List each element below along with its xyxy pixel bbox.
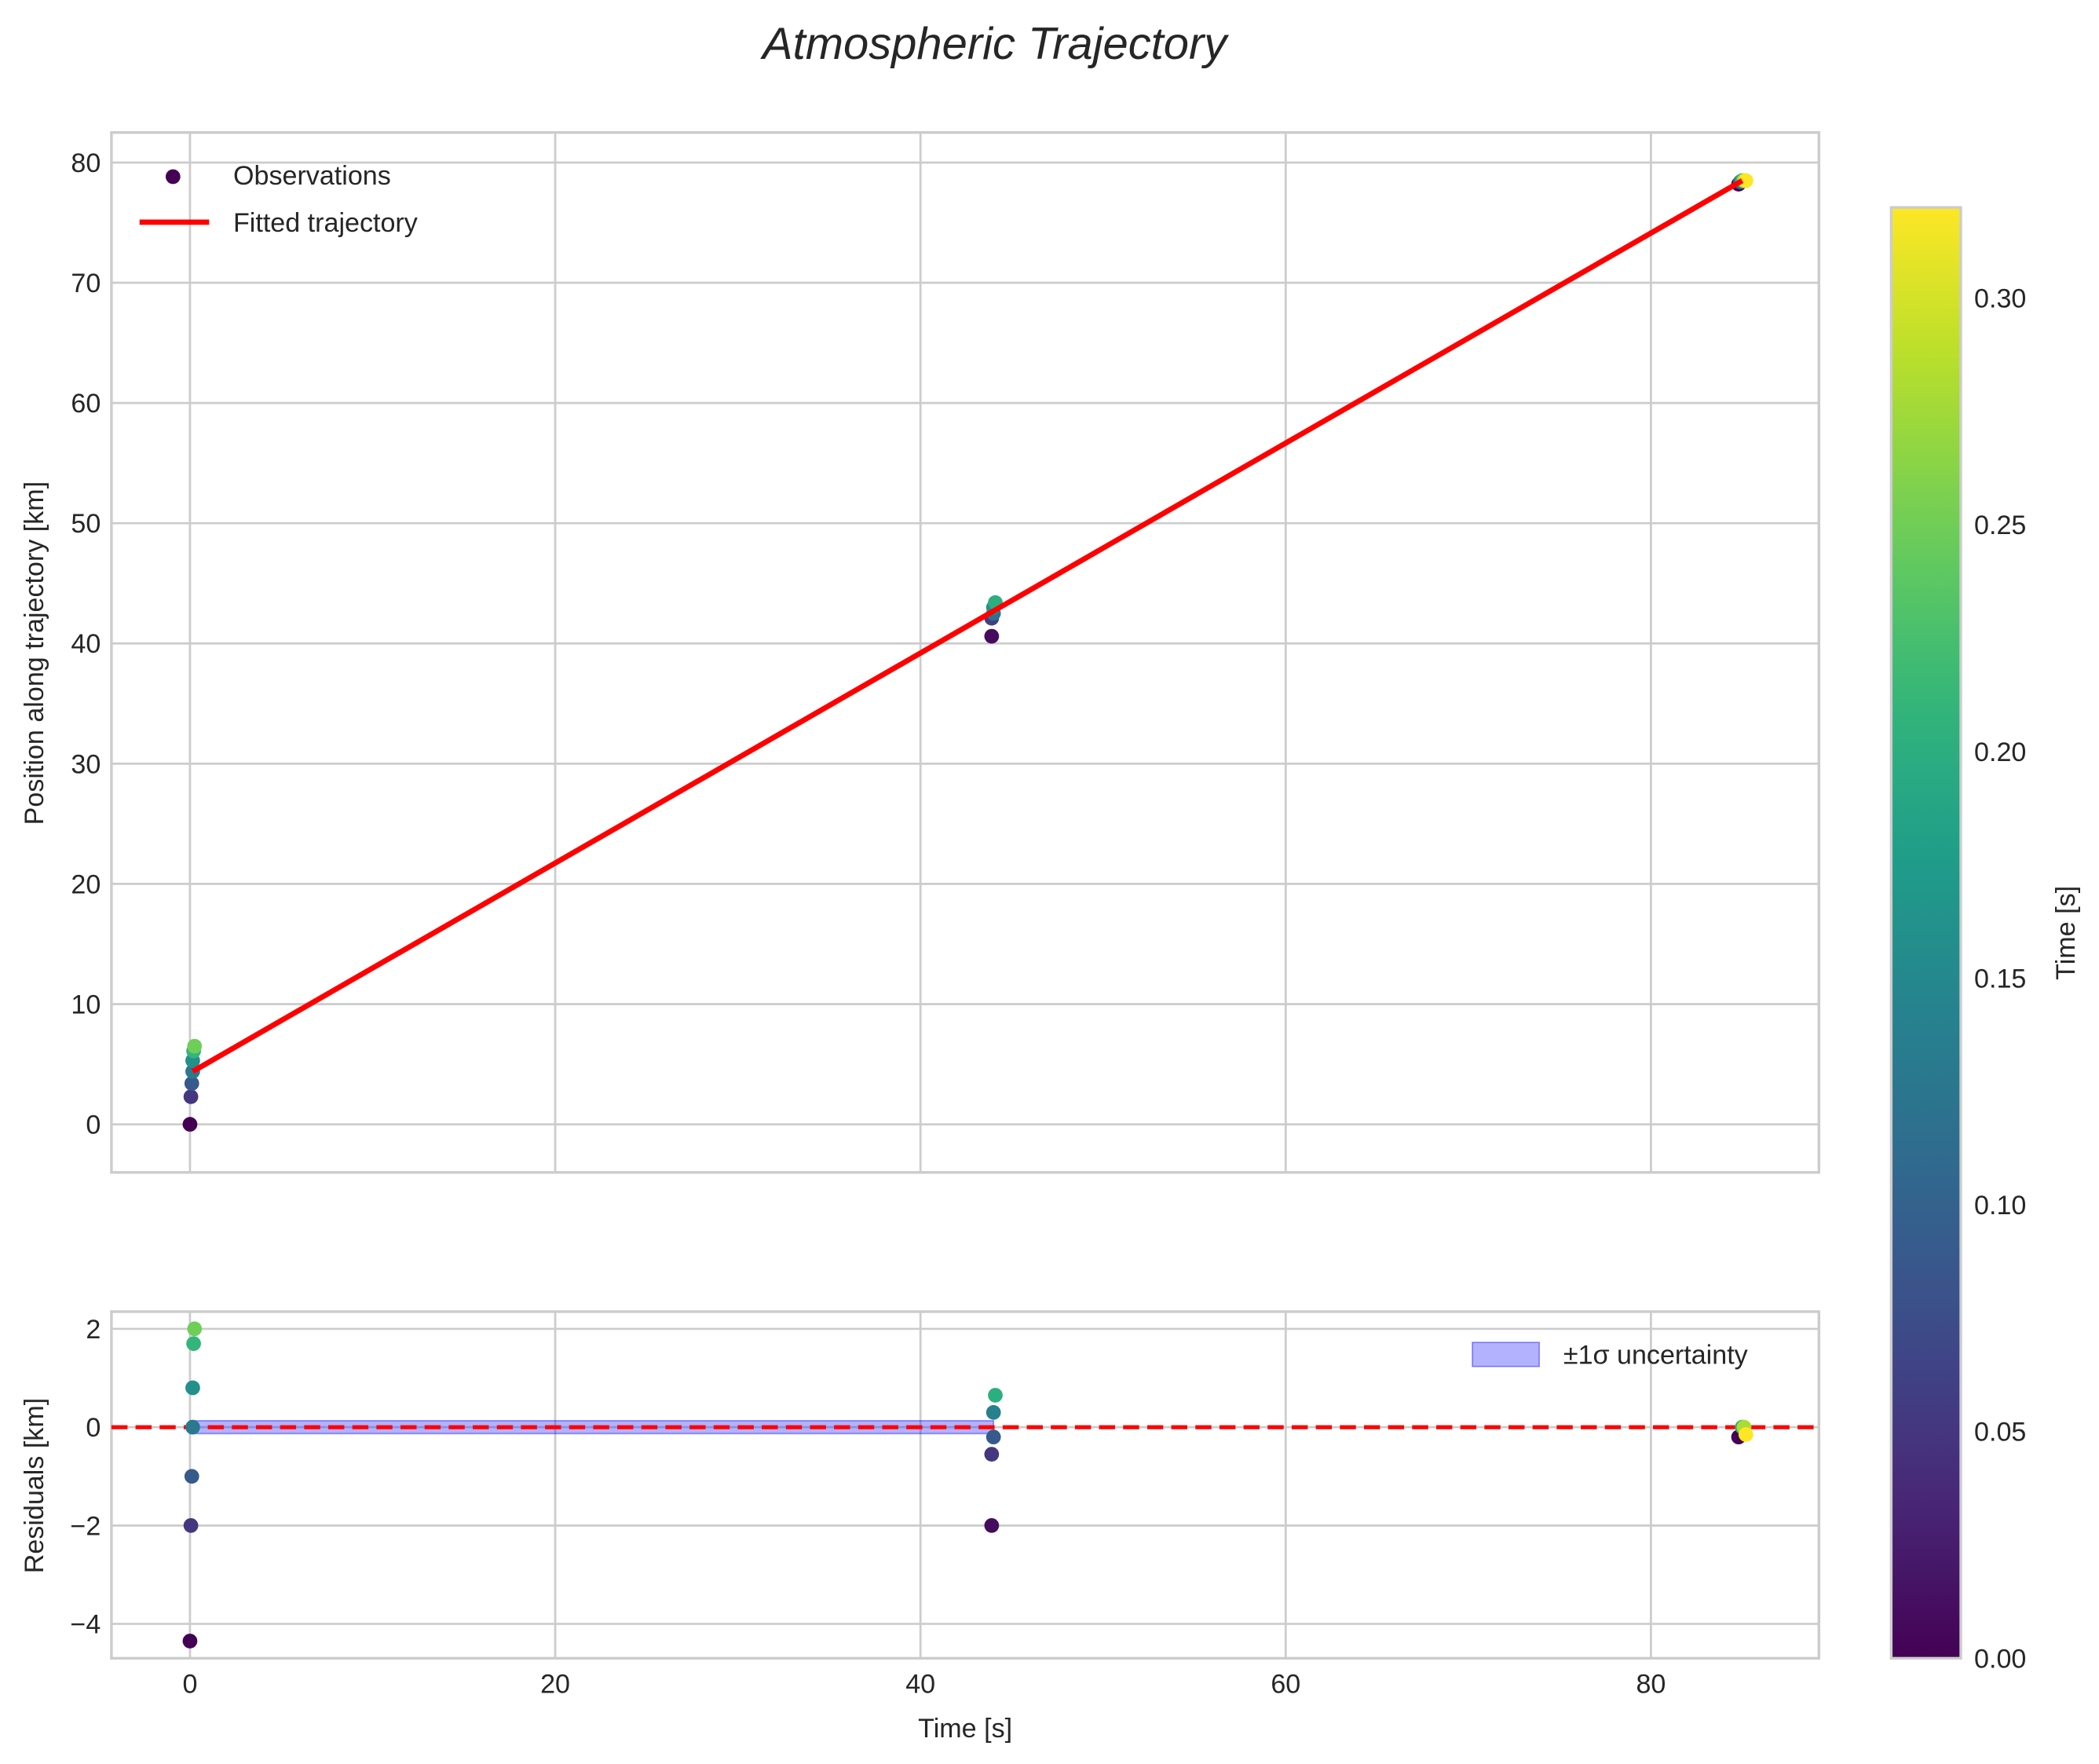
observation-point [1738, 173, 1753, 188]
observation-point [182, 1117, 198, 1132]
colorbar-tick-label: 0.30 [1974, 284, 2026, 314]
legend-observations-marker [165, 169, 181, 185]
y-tick-label: 10 [71, 990, 101, 1019]
colorbar-tick-label: 0.20 [1974, 737, 2026, 767]
residual-point [986, 1429, 1001, 1445]
residual-point [183, 1517, 199, 1533]
y-axis-label-bottom: Residuals [km] [20, 1398, 49, 1573]
axes-frame [110, 131, 1821, 1174]
residual-point [984, 1447, 1000, 1462]
residual-point [186, 1336, 201, 1352]
colorbar-tick-label: 0.25 [1974, 511, 2026, 540]
colorbar-tick-label: 0.05 [1974, 1418, 2026, 1447]
plot-area [111, 1312, 1819, 1659]
colorbar: 0.00 0.05 0.10 0.15 0.20 0.25 0.30 [1889, 206, 2026, 1674]
x-tick-label: 0 [182, 1670, 197, 1700]
y-tick-label: 0 [86, 1413, 101, 1443]
colorbar-tick-label: 0.00 [1974, 1644, 2026, 1674]
residual-point [187, 1321, 203, 1337]
y-tick-label: 60 [71, 389, 101, 419]
y-tick-label: 30 [71, 749, 101, 779]
y-tick-label: 40 [71, 629, 101, 659]
colorbar-label: Time [s] [2051, 886, 2081, 980]
residual-point [185, 1380, 200, 1396]
colorbar-bar [1889, 206, 1962, 1660]
y-tick-label: 70 [71, 269, 101, 298]
y-axis-label-top: Position along trajectory [km] [20, 481, 49, 825]
x-tick-label: 80 [1636, 1670, 1666, 1700]
top-axes: 0 10 20 30 40 50 60 70 80 Observations Fitted traj… [71, 131, 1821, 1174]
colorbar-tick-label: 0.15 [1974, 964, 2026, 994]
y-tick-label: 50 [71, 509, 101, 539]
plot-area [111, 132, 1819, 1173]
residual-point [182, 1634, 198, 1649]
observation-point [984, 628, 1000, 644]
y-tick-label: 80 [71, 148, 101, 178]
legend-fit-label: Fitted trajectory [233, 208, 418, 238]
observation-point [187, 1038, 203, 1054]
observation-point [183, 1089, 199, 1104]
axes-frame [110, 1310, 1821, 1660]
residual-point [185, 1419, 200, 1435]
x-tick-label: 60 [1271, 1670, 1300, 1700]
legend-uncertainty-label: ±1σ uncertainty [1563, 1340, 1748, 1370]
x-axis-label: Time [s] [918, 1714, 1012, 1744]
residual-point [988, 1388, 1003, 1403]
y-tick-label: −2 [70, 1511, 101, 1541]
y-tick-label: −4 [70, 1609, 101, 1639]
residual-point [984, 1517, 1000, 1533]
y-tick-label: 20 [71, 869, 101, 899]
observation-point [184, 1076, 199, 1091]
residual-point [1738, 1427, 1753, 1442]
y-tick-label: 0 [86, 1110, 101, 1140]
residual-point [184, 1469, 199, 1484]
x-tick-label: 40 [905, 1670, 935, 1700]
legend-uncertainty-swatch [1472, 1341, 1541, 1367]
x-tick-label: 20 [540, 1670, 570, 1700]
y-tick-label: 2 [86, 1315, 101, 1345]
residual-point [986, 1404, 1001, 1420]
colorbar-tick-label: 0.10 [1974, 1191, 2026, 1221]
legend-observations-label: Observations [233, 161, 391, 191]
fitted-trajectory-line [191, 177, 1744, 1074]
chart-title: Atmospheric Trajectory [760, 19, 1229, 69]
bottom-axes: 0 20 40 60 80 −4 −2 0 2 ±1σ uncertainty [70, 1310, 1821, 1700]
